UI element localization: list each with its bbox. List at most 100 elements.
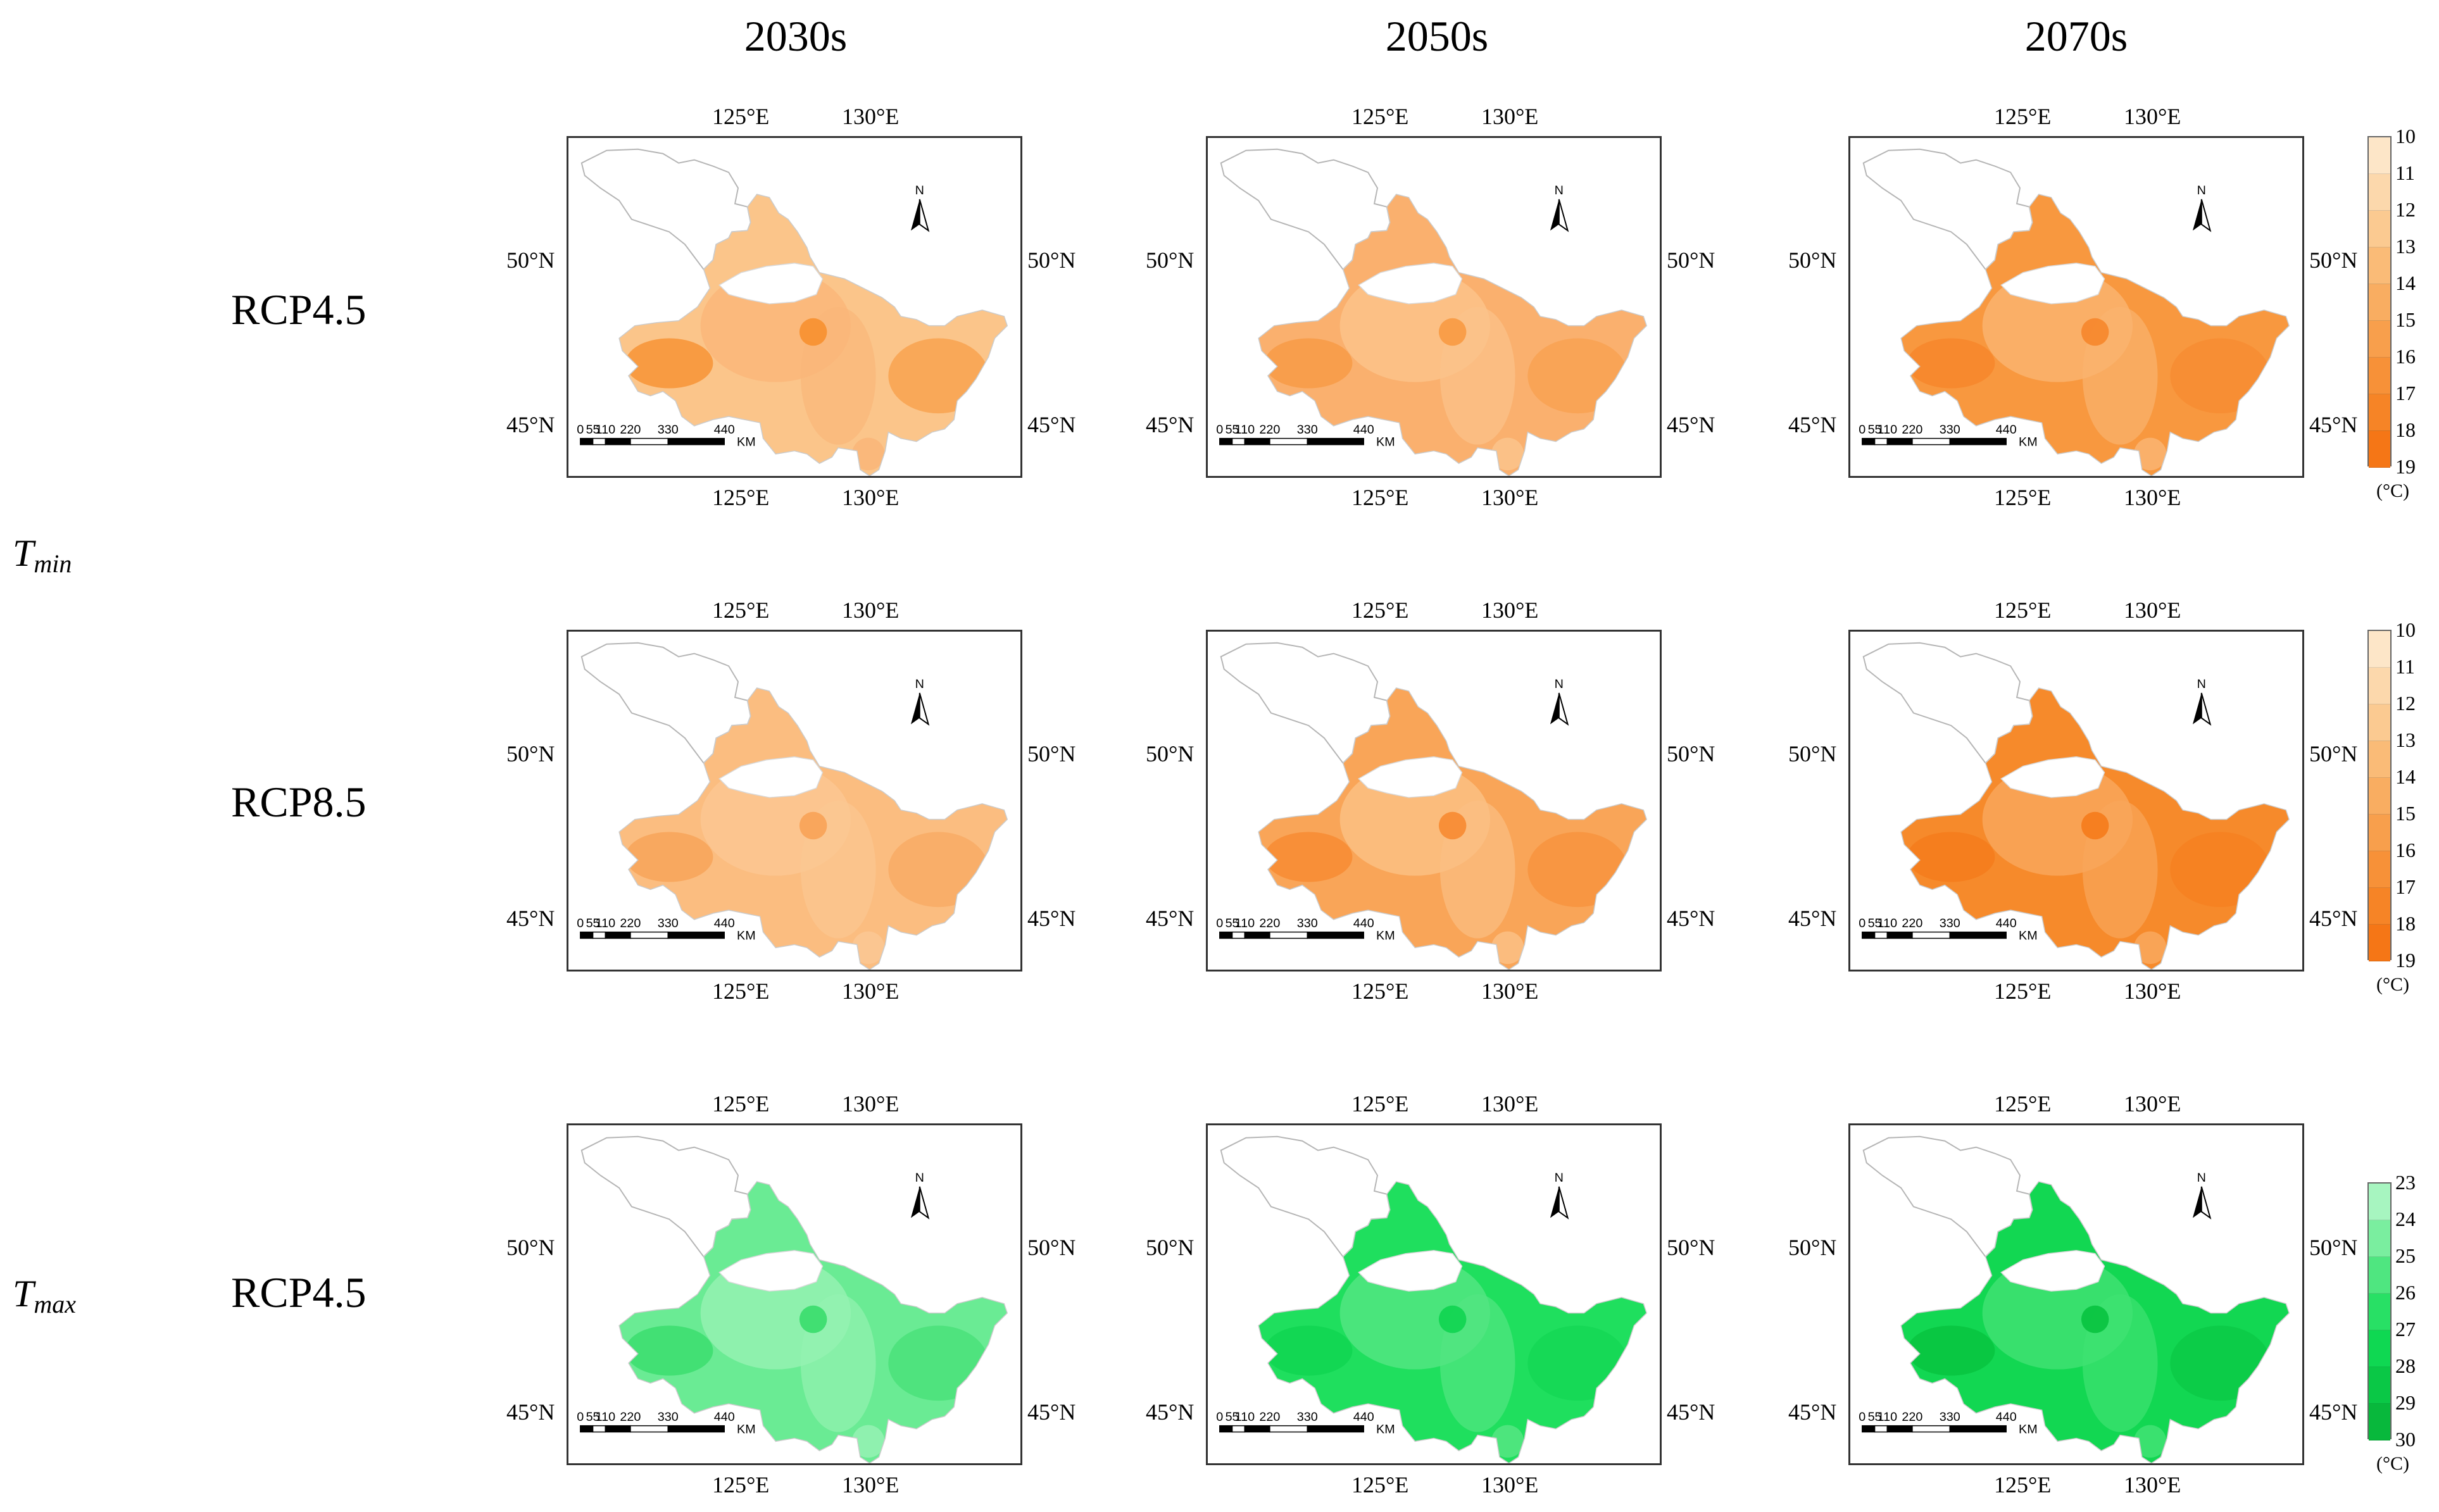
legend-colorbar	[2367, 136, 2392, 468]
field-hotspot	[799, 811, 827, 840]
map-frame: N 0 55 110 220 330 440 KM	[1848, 1123, 2304, 1465]
tick-lon-bottom-125: 125°E	[1994, 978, 2052, 1004]
tick-lon-top-125: 125°E	[712, 1091, 770, 1116]
tick-lon-top-130: 130°E	[1481, 597, 1539, 623]
legend-label: 30	[2395, 1428, 2416, 1451]
tick-lon-bottom-125: 125°E	[1351, 1472, 1409, 1497]
tick-lat-left-45: 45°N	[506, 412, 555, 437]
north-arrow-right	[2200, 1186, 2212, 1220]
tick-lat-left-50: 50°N	[1788, 741, 1837, 766]
scale-bar-segment	[630, 1425, 668, 1433]
tick-lat-right-50: 50°N	[2309, 741, 2358, 766]
north-arrow-label: N	[1555, 677, 1564, 691]
scale-bar-label: 220	[1259, 916, 1280, 930]
scale-bar-segment	[1269, 1425, 1308, 1433]
tick-lon-top-125: 125°E	[1351, 1091, 1409, 1116]
north-arrow-icon: N	[910, 677, 930, 726]
north-arrow-left	[910, 692, 920, 725]
map-frame: N 0 55 110 220 330 440 KM	[1206, 1123, 1662, 1465]
scale-bar-label: 440	[714, 916, 735, 930]
legend-label: 16	[2395, 839, 2416, 861]
variable-label-tmax-base: T	[13, 1273, 34, 1315]
field-zone	[625, 338, 713, 389]
greater-khingan-blank	[1358, 1250, 1463, 1292]
tick-lon-bottom-130: 130°E	[1481, 978, 1539, 1004]
north-arrow-left	[1550, 1186, 1559, 1218]
scale-bar-segment	[1231, 1425, 1246, 1433]
tick-lat-left-50: 50°N	[1146, 741, 1194, 766]
scale-bar-label: 110	[1235, 1410, 1255, 1424]
field-hotspot	[2133, 1425, 2167, 1458]
scale-bar-segment	[1219, 1425, 1233, 1433]
column-header-2070s: 2070s	[2024, 12, 2128, 60]
tick-lat-left-50: 50°N	[1146, 1235, 1194, 1260]
tick-lat-right-50: 50°N	[2309, 1235, 2358, 1260]
north-arrow-right	[2200, 692, 2212, 726]
variable-label-tmin-sub: min	[34, 549, 72, 578]
tick-lon-top-130: 130°E	[2124, 104, 2181, 129]
tick-lat-right-45: 45°N	[1027, 906, 1076, 931]
scale-bar-segment	[667, 1425, 725, 1433]
scale-bar-label: 330	[1940, 423, 1960, 437]
scale-bar-label: 110	[596, 423, 616, 437]
tick-lat-left-50: 50°N	[1788, 247, 1837, 273]
scale-bar-segment	[580, 931, 594, 939]
scale-bar-segment	[580, 437, 594, 446]
scale-bar-segment	[1912, 931, 1950, 939]
scale-bar-label: 330	[1940, 916, 1960, 930]
scale-bar-segment	[630, 437, 668, 446]
north-arrow-left	[1550, 199, 1559, 231]
scale-bar-label: 110	[1878, 1410, 1898, 1424]
legend-swatch	[2369, 247, 2390, 284]
scale-bar-label: 330	[1297, 423, 1318, 437]
scale-bar-unit: KM	[1376, 1423, 1395, 1437]
legend-label: 19	[2395, 455, 2416, 478]
scale-bar-label: 110	[1235, 423, 1255, 437]
scale-bar-label: 440	[1353, 423, 1374, 437]
field-hotspot	[851, 931, 885, 965]
tick-lat-left-45: 45°N	[1788, 1399, 1837, 1425]
scale-bar-label: 440	[1353, 916, 1374, 930]
scale-bar-label: 330	[658, 916, 679, 930]
legend-swatch	[2369, 704, 2390, 741]
scale-bar-segment	[1219, 437, 1233, 446]
legend-colorbar	[2367, 1182, 2392, 1440]
tick-lat-right-45: 45°N	[2309, 906, 2358, 931]
scale-bar-unit: KM	[1376, 435, 1395, 449]
province-outline	[1900, 687, 2290, 970]
tick-lat-right-50: 50°N	[1027, 247, 1076, 273]
tick-lon-top-125: 125°E	[1994, 597, 2052, 623]
north-arrow-icon: N	[1550, 1171, 1569, 1220]
legend-label: 27	[2395, 1318, 2416, 1340]
legend-unit: (°C)	[2376, 974, 2409, 995]
north-arrow-left	[2192, 1186, 2202, 1218]
scale-bar-unit: KM	[2019, 1423, 2038, 1437]
legend-unit: (°C)	[2376, 480, 2409, 501]
north-arrow-label: N	[1555, 1171, 1564, 1185]
scale-bar-segment	[1307, 1425, 1364, 1433]
scale-bar-label: 55	[1868, 1410, 1882, 1424]
tick-lon-bottom-130: 130°E	[842, 978, 900, 1004]
legend-swatch	[2369, 284, 2390, 321]
field-hotspot	[851, 1425, 885, 1458]
scale-bar-segment	[1862, 931, 1876, 939]
scale-bar-segment	[1886, 437, 1913, 446]
legend-colorbar	[2367, 630, 2392, 961]
scale-bar-label: 220	[1259, 1410, 1280, 1424]
scale-bar-segment	[1244, 931, 1270, 939]
north-arrow-left	[2192, 692, 2202, 725]
scale-bar-label: 55	[586, 423, 600, 437]
north-arrow-icon: N	[1550, 184, 1569, 232]
north-arrow-left	[910, 1186, 920, 1218]
north-arrow-label: N	[1555, 184, 1564, 197]
legend-label: 29	[2395, 1391, 2416, 1414]
tick-lon-bottom-130: 130°E	[842, 485, 900, 510]
